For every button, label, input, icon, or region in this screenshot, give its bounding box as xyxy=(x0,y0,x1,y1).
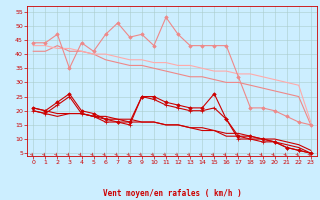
Text: Vent moyen/en rafales ( km/h ): Vent moyen/en rafales ( km/h ) xyxy=(103,189,242,198)
